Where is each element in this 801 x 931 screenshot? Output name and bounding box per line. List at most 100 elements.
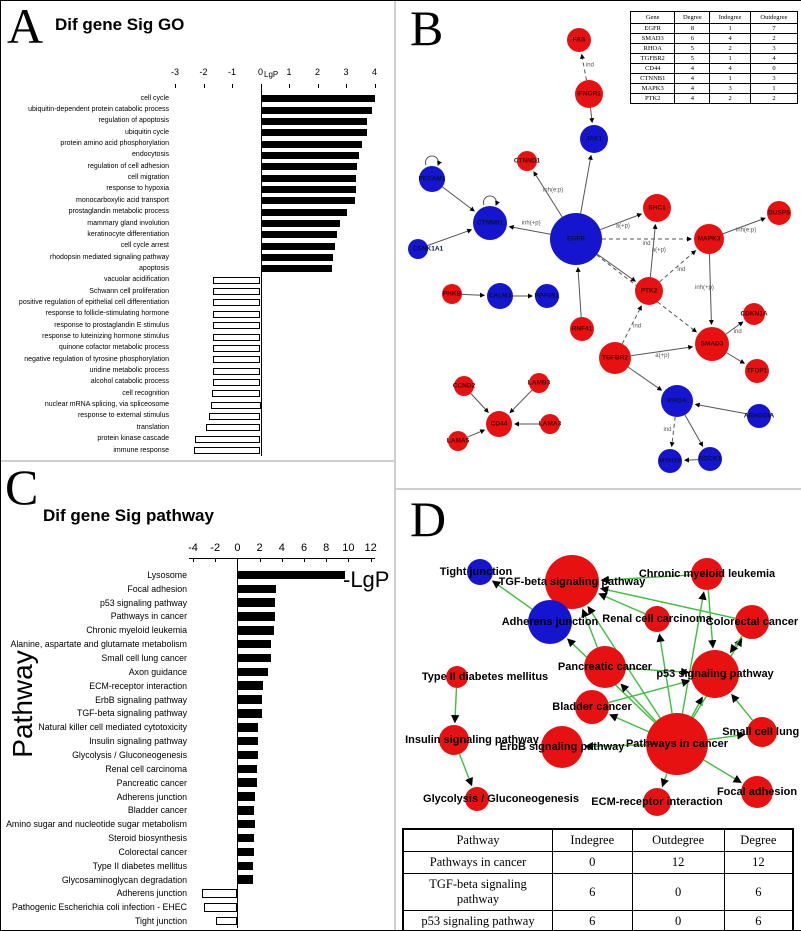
edge-pan-p53 (625, 667, 690, 677)
gene-node-tgfbr2 (599, 342, 631, 374)
bar (237, 695, 262, 704)
table-cell: 4 (674, 93, 711, 104)
gene-node-pecam1 (419, 166, 445, 192)
table-cell: 4 (674, 83, 711, 94)
table-cell: 3 (709, 83, 751, 94)
panel-c-letter: C (5, 462, 39, 515)
bar-label: Glycolysis / Gluconeogenesis (72, 749, 187, 760)
table-cell: 0 (552, 851, 633, 874)
table-row: EGFR 8 1 7 (629, 23, 799, 34)
table-cell: p53 signaling pathway (402, 910, 553, 930)
pathway-node-label: Glycolysis / Gluconeogenesis (423, 793, 579, 805)
panel-d: D Tight junction TGF-beta signaling pathw… (396, 490, 801, 930)
table-cell: RHOA (629, 43, 676, 54)
bar (260, 95, 375, 103)
bar-label: regulation of apoptosis (98, 117, 169, 125)
bar (260, 185, 356, 193)
edge-cml-tgfb (600, 574, 692, 585)
bar (237, 792, 256, 801)
bar-label: quinone cofactor metabolic process (58, 344, 169, 352)
bar (237, 639, 271, 649)
panel-a-letter: A (7, 1, 44, 54)
x-axis-tick: -2 (210, 542, 221, 554)
x-axis-tickmark (374, 84, 376, 88)
x-axis-tick: 2 (314, 67, 321, 77)
pathway-node-label: ErbB signaling pathway (499, 741, 625, 753)
bar (213, 344, 261, 352)
gene-node-ptk2 (635, 277, 663, 305)
gene-node-label: PTK2 (640, 287, 658, 295)
gene-node-label: RHOA (667, 397, 687, 405)
bar (237, 875, 253, 884)
table-row: CD44 4 4 0 (629, 63, 799, 74)
x-axis-tickmark (193, 558, 194, 562)
table-cell: 2 (749, 33, 799, 44)
pathway-node-ecm-receptor-interaction (643, 788, 671, 816)
table-cell: Pathways in cancer (402, 851, 553, 874)
bar (260, 254, 334, 262)
edge-PTK2-SHC1 (649, 223, 658, 278)
bar-label: Focal adhesion (127, 583, 187, 594)
bar-label: Pathogenic Escherichia coli infection - … (11, 902, 187, 913)
bar-label: alcohol catabolic process (90, 378, 169, 386)
pathway-node-p53-signaling-pathway (691, 650, 739, 698)
table-cell: 1 (749, 83, 799, 94)
bar-label: Renal cell carcinoma (105, 763, 187, 774)
bar-label: prostaglandin metabolic process (68, 208, 169, 216)
gene-node-csnk1a1 (408, 239, 428, 259)
x-axis-tick: -2 (199, 67, 208, 77)
gene-node-egfr (550, 213, 602, 265)
bar (237, 819, 256, 829)
table-cell: 4 (674, 63, 711, 74)
bar (260, 140, 362, 148)
bar (213, 367, 261, 375)
gene-node-label: PECAM1 (418, 175, 446, 183)
table-cell: SMAD3 (629, 33, 676, 44)
bar (260, 265, 332, 273)
gene-node-label: CDKN1A (740, 310, 768, 318)
x-axis-tick: 1 (286, 67, 292, 77)
edge-label: inh(e:p) (736, 228, 756, 234)
table-cell: 0 (631, 910, 725, 930)
bar-label: TGF-beta signaling pathway (76, 708, 187, 719)
bar-label: keratinocyte differentiation (87, 230, 169, 238)
bar (260, 106, 372, 114)
panel-b-letter: B (410, 1, 444, 56)
pathway-network-edges (450, 574, 754, 788)
pathway-node-colorectal-cancer (735, 605, 769, 639)
bar-label: rhodopsin mediated signaling pathway (49, 253, 169, 261)
gene-node-ctnnb1 (473, 206, 507, 240)
pathway-node-label: TGF-beta signaling pathway (498, 576, 646, 588)
edge-CCND2-CD44 (470, 393, 489, 413)
bar-label: cell migration (127, 174, 169, 182)
edge-label: inh(+p) (695, 285, 714, 291)
gene-node-phkb (442, 284, 462, 304)
table-header-cell: Outdegree (631, 828, 725, 852)
edge-aj-tj (491, 580, 533, 610)
bar (237, 750, 259, 760)
pathway-node-label: Bladder cancer (552, 701, 632, 713)
table-cell: 0 (631, 873, 725, 911)
bar (237, 570, 346, 580)
table-cell: CD44 (629, 63, 676, 74)
gene-node-calm3 (487, 283, 513, 309)
x-axis-tick: -1 (227, 67, 237, 77)
edge-TGFBR2-PTK2 (621, 305, 642, 344)
horizontal-divider-left (1, 460, 395, 462)
x-axis-tickmark (215, 558, 217, 562)
bar-label: Adherens junction (116, 791, 187, 802)
pathway-node-label: Pathways in cancer (625, 738, 729, 750)
edge-crc-tgfb (599, 585, 736, 619)
table-row: TGFBR2 5 1 4 (629, 53, 799, 64)
bar-label: translation (136, 423, 169, 431)
pathway-node-bladder-cancer (575, 690, 609, 724)
edge-RNF41-EGFR (575, 266, 582, 318)
table-row: PTK2 4 2 2 (629, 93, 799, 104)
x-axis-tick: 4 (278, 542, 285, 554)
bar (237, 653, 271, 663)
edge-crc-p53 (729, 635, 743, 654)
bar (237, 723, 259, 732)
bar (237, 806, 255, 815)
x-axis-tickmark (304, 558, 305, 562)
bar-label: uridine metabolic process (89, 367, 169, 375)
